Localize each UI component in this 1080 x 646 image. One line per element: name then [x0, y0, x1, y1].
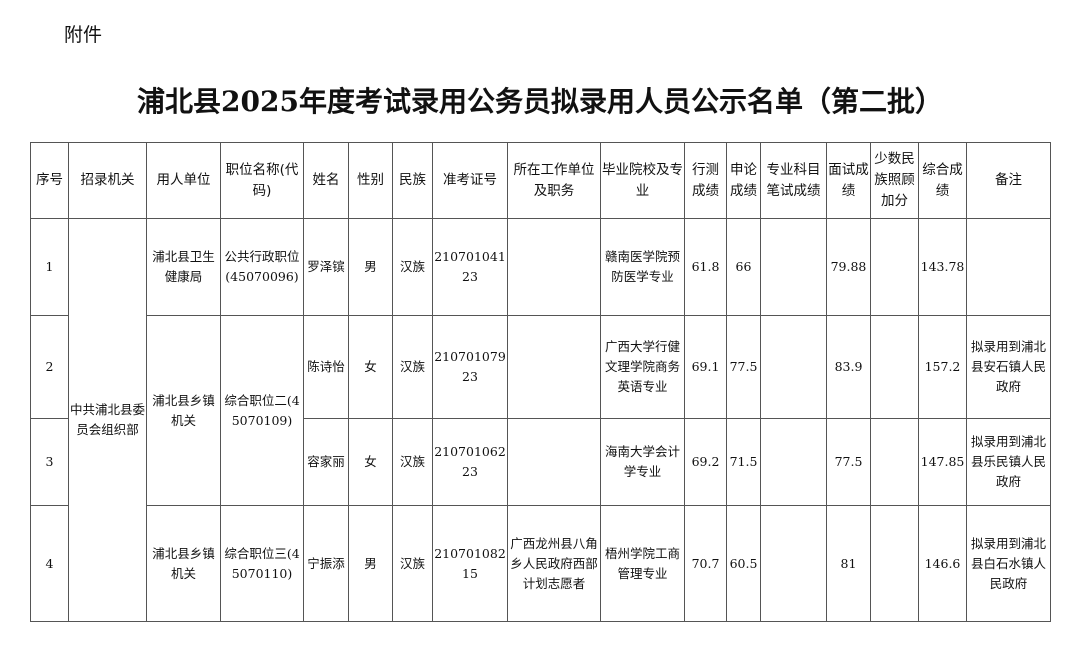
gender-cell: 女: [348, 418, 393, 506]
interview-cell: 79.88: [826, 218, 871, 316]
gender-cell: 男: [348, 505, 393, 622]
header-cell: 序号: [30, 142, 69, 219]
header-cell: 准考证号: [432, 142, 508, 219]
header-cell: 备注: [966, 142, 1051, 219]
gender-cell: 女: [348, 315, 393, 419]
exam-id-cell: 21070108215: [432, 505, 508, 622]
exam-id-cell: 21070107923: [432, 315, 508, 419]
position-cell: 公共行政职位(45070096): [220, 218, 304, 316]
header-cell: 招录机关: [68, 142, 147, 219]
xingce-cell: 69.2: [684, 418, 727, 506]
workplace-cell: 广西龙州县八角乡人民政府西部计划志愿者: [507, 505, 601, 622]
workplace-cell: [507, 315, 601, 419]
table-row: 3 容家丽 女 汉族 21070106223 海南大学会计学专业 69.2 71…: [30, 418, 1051, 506]
interview-cell: 81: [826, 505, 871, 622]
candidate-table: 序号 招录机关 用人单位 职位名称(代码) 姓名 性别 民族 准考证号 所在工作…: [30, 142, 1051, 622]
major-exam-cell: [760, 218, 827, 316]
interview-cell: 77.5: [826, 418, 871, 506]
table-row: 2 浦北县乡镇机关 综合职位二(45070109) 陈诗怡 女 汉族 21070…: [30, 315, 1051, 506]
bonus-cell: [870, 315, 919, 419]
exam-id-cell: 21070104123: [432, 218, 508, 316]
bonus-cell: [870, 505, 919, 622]
workplace-cell: [507, 418, 601, 506]
workplace-cell: [507, 218, 601, 316]
document-title: 浦北县2025年度考试录用公务员拟录用人员公示名单（第二批）: [137, 85, 943, 118]
school-cell: 赣南医学院预防医学专业: [600, 218, 685, 316]
header-cell: 面试成绩: [826, 142, 871, 219]
gender-cell: 男: [348, 218, 393, 316]
ethnicity-cell: 汉族: [392, 505, 433, 622]
school-cell: 梧州学院工商管理专业: [600, 505, 685, 622]
note-cell: 拟录用到浦北县安石镇人民政府: [966, 315, 1051, 419]
position-cell: 综合职位二(45070109): [220, 315, 304, 506]
school-cell: 海南大学会计学专业: [600, 418, 685, 506]
note-cell: [966, 218, 1051, 316]
school-cell: 广西大学行健文理学院商务英语专业: [600, 315, 685, 419]
name-cell: 罗泽镔: [303, 218, 349, 316]
header-cell: 姓名: [303, 142, 349, 219]
xingce-cell: 69.1: [684, 315, 727, 419]
name-cell: 陈诗怡: [303, 315, 349, 419]
header-cell: 毕业院校及专业: [600, 142, 685, 219]
position-cell: 综合职位三(45070110): [220, 505, 304, 622]
table-row: 4 浦北县乡镇机关 综合职位三(45070110) 宁振添 男 汉族 21070…: [30, 505, 1051, 622]
xingce-cell: 61.8: [684, 218, 727, 316]
exam-id-cell: 21070106223: [432, 418, 508, 506]
note-cell: 拟录用到浦北县白石水镇人民政府: [966, 505, 1051, 622]
no-cell: 1: [30, 218, 69, 316]
bonus-cell: [870, 218, 919, 316]
ethnicity-cell: 汉族: [392, 418, 433, 506]
major-exam-cell: [760, 418, 827, 506]
note-cell: 拟录用到浦北县乐民镇人民政府: [966, 418, 1051, 506]
interview-cell: 83.9: [826, 315, 871, 419]
major-exam-cell: [760, 315, 827, 419]
name-cell: 容家丽: [303, 418, 349, 506]
total-cell: 157.2: [918, 315, 967, 419]
header-cell: 少数民族照顾加分: [870, 142, 919, 219]
no-cell: 4: [30, 505, 69, 622]
unit-cell: 浦北县乡镇机关: [146, 505, 221, 622]
unit-cell: 浦北县卫生健康局: [146, 218, 221, 316]
header-cell: 所在工作单位及职务: [507, 142, 601, 219]
recruiting-agency-cell: 中共浦北县委员会组织部: [68, 218, 147, 622]
shenlun-cell: 60.5: [726, 505, 761, 622]
header-cell: 专业科目笔试成绩: [760, 142, 827, 219]
ethnicity-cell: 汉族: [392, 218, 433, 316]
total-cell: 146.6: [918, 505, 967, 622]
shenlun-cell: 66: [726, 218, 761, 316]
name-cell: 宁振添: [303, 505, 349, 622]
xingce-cell: 70.7: [684, 505, 727, 622]
header-cell: 民族: [392, 142, 433, 219]
header-cell: 用人单位: [146, 142, 221, 219]
shenlun-cell: 71.5: [726, 418, 761, 506]
attachment-label: 附件: [64, 24, 103, 46]
header-cell: 行测成绩: [684, 142, 727, 219]
header-row: 序号 招录机关 用人单位 职位名称(代码) 姓名 性别 民族 准考证号 所在工作…: [30, 142, 1051, 219]
no-cell: 2: [30, 315, 69, 419]
total-cell: 147.85: [918, 418, 967, 506]
bonus-cell: [870, 418, 919, 506]
unit-cell: 浦北县乡镇机关: [146, 315, 221, 506]
major-exam-cell: [760, 505, 827, 622]
header-cell: 职位名称(代码): [220, 142, 304, 219]
no-cell: 3: [30, 418, 69, 506]
header-cell: 申论成绩: [726, 142, 761, 219]
header-cell: 综合成绩: [918, 142, 967, 219]
header-cell: 性别: [348, 142, 393, 219]
total-cell: 143.78: [918, 218, 967, 316]
shenlun-cell: 77.5: [726, 315, 761, 419]
table-row: 1 中共浦北县委员会组织部 浦北县卫生健康局 公共行政职位(45070096) …: [30, 218, 1051, 622]
ethnicity-cell: 汉族: [392, 315, 433, 419]
